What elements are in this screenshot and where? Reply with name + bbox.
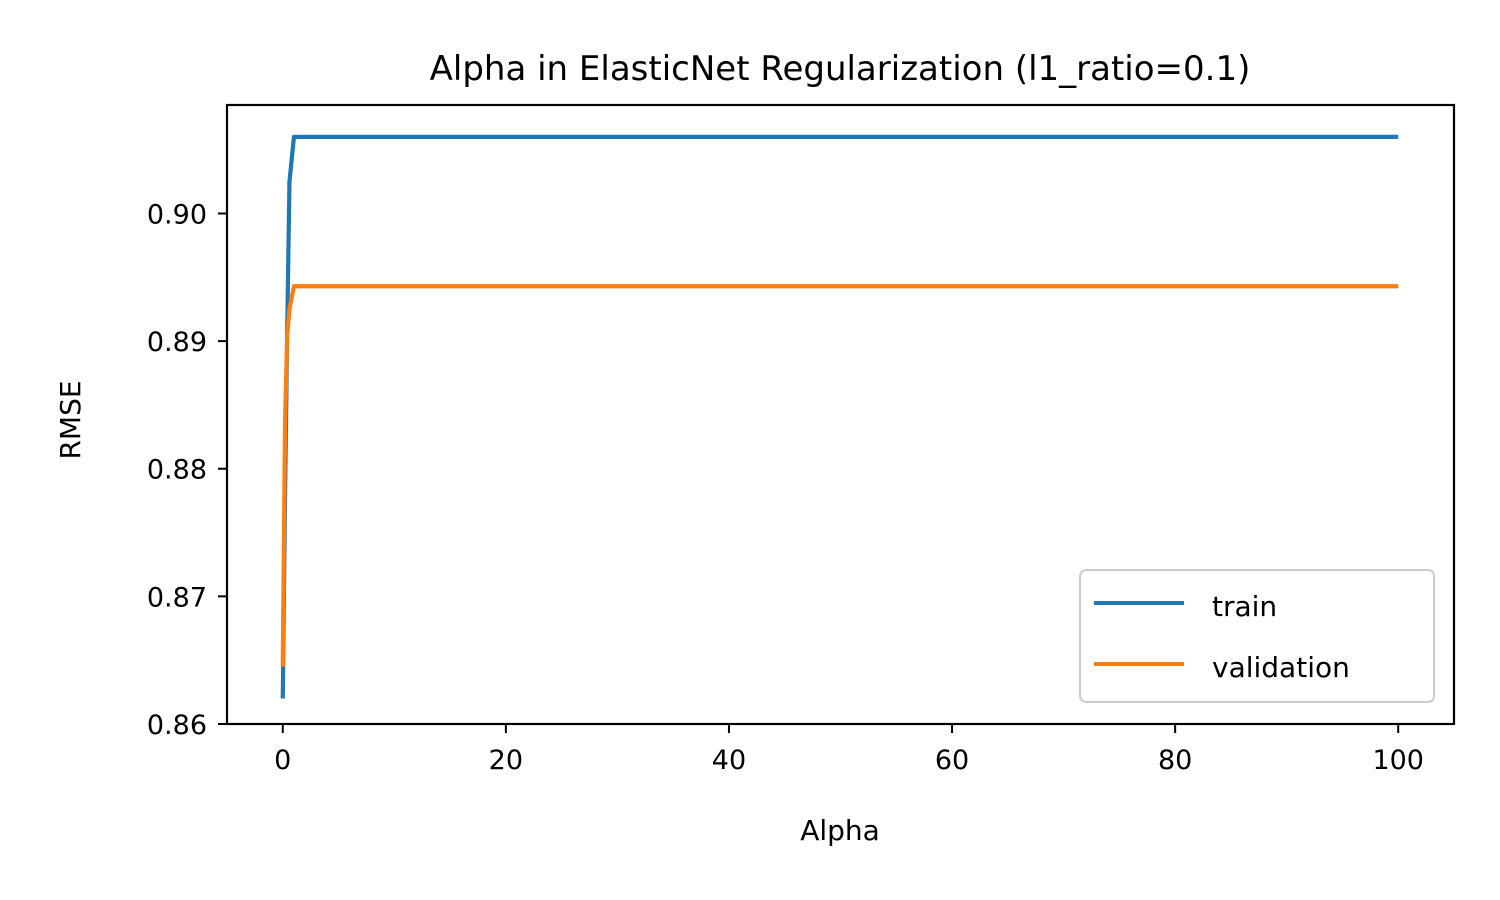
x-axis: 0 20 40 60 80 100 — [274, 724, 1424, 776]
plot-area — [280, 134, 1399, 699]
y-tick-label: 0.86 — [147, 710, 207, 741]
chart-title: Alpha in ElasticNet Regularization (l1_r… — [430, 49, 1251, 89]
x-tick-label: 0 — [274, 745, 291, 776]
x-tick-label: 80 — [1158, 745, 1192, 776]
y-tick-label: 0.87 — [147, 582, 207, 613]
x-tick-label: 60 — [935, 745, 969, 776]
x-tick-label: 20 — [489, 745, 523, 776]
y-axis-label: RMSE — [54, 380, 87, 459]
series-line-validation — [280, 284, 1399, 667]
legend-label-train: train — [1212, 590, 1277, 623]
legend-label-validation: validation — [1212, 651, 1350, 684]
y-axis: 0.86 0.87 0.88 0.89 0.90 — [147, 199, 227, 741]
y-tick-label: 0.88 — [147, 455, 207, 486]
axes-frame — [225, 103, 1456, 726]
x-tick-label: 40 — [712, 745, 746, 776]
y-tick-label: 0.90 — [147, 199, 207, 230]
x-axis-label: Alpha — [800, 814, 880, 847]
x-tick-label: 100 — [1372, 745, 1424, 776]
y-tick-label: 0.89 — [147, 327, 207, 358]
legend: train validation — [1079, 569, 1435, 703]
